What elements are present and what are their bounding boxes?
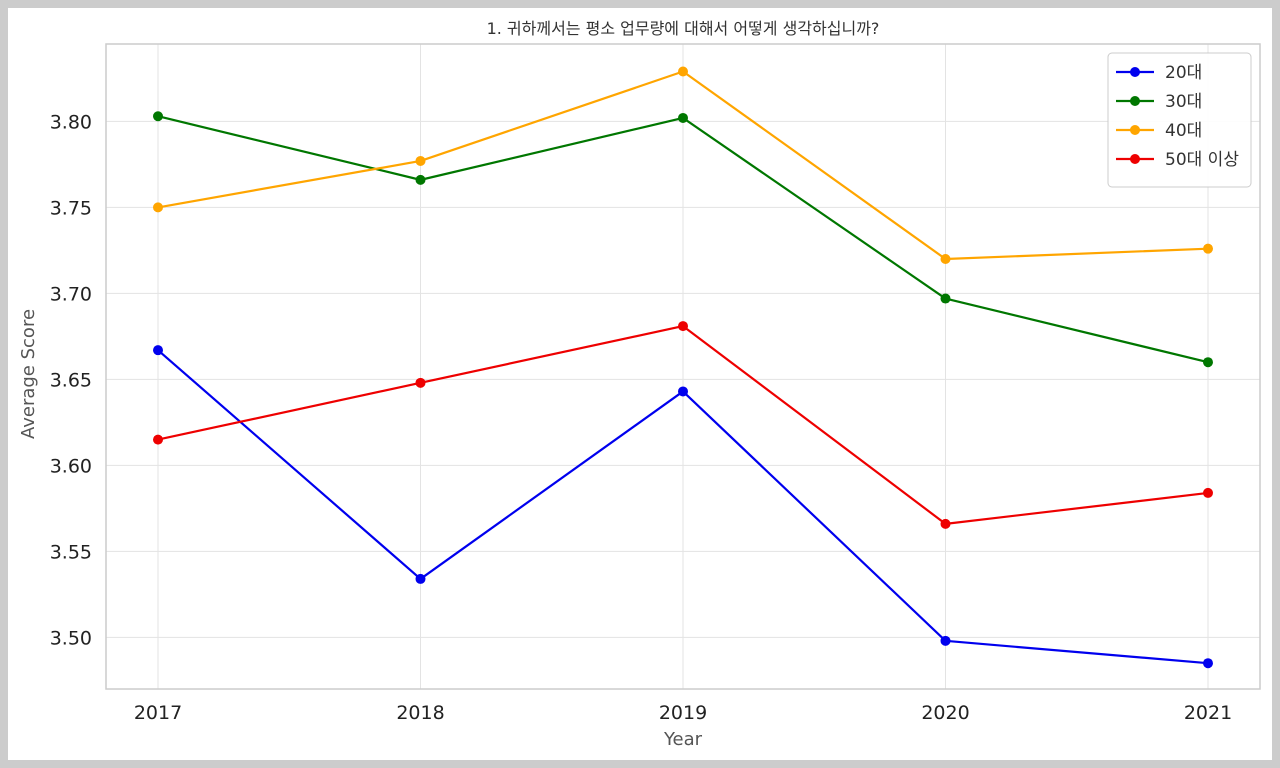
data-point xyxy=(415,377,426,388)
data-point xyxy=(1203,357,1213,368)
data-point xyxy=(940,254,951,264)
data-point xyxy=(678,112,688,123)
plot-area xyxy=(105,43,1261,690)
legend-box xyxy=(1107,52,1252,188)
data-point xyxy=(940,293,951,304)
data-point xyxy=(1203,243,1213,254)
data-point xyxy=(940,635,951,646)
legend-label: 50대 이상 xyxy=(1165,150,1239,170)
series-20대 xyxy=(153,345,1213,669)
legend-label: 40대 xyxy=(1165,121,1202,141)
data-point xyxy=(678,66,688,77)
grid xyxy=(106,44,1260,689)
series-30대 xyxy=(153,111,1213,368)
y-tick-label: 3.60 xyxy=(50,455,92,477)
data-point xyxy=(153,345,163,356)
legend-item: 40대 xyxy=(1116,121,1202,141)
legend-item: 30대 xyxy=(1116,92,1202,112)
y-tick-label: 3.80 xyxy=(50,111,92,133)
data-point xyxy=(415,573,426,584)
y-tick-labels: 3.50 3.55 3.60 3.65 3.70 3.75 3.80 xyxy=(50,111,92,649)
chart-frame: 2017 2018 2019 2020 2021 3.50 3.55 3.60 3.65 3.7… xyxy=(8,8,1272,760)
legend-item: 50대 이상 xyxy=(1116,150,1239,170)
legend-label: 20대 xyxy=(1165,63,1202,83)
data-point xyxy=(153,434,163,445)
x-tick-label: 2021 xyxy=(1184,702,1232,724)
data-point xyxy=(415,155,426,166)
x-tick-label: 2017 xyxy=(134,702,182,724)
data-point xyxy=(1203,658,1213,669)
y-tick-label: 3.70 xyxy=(50,283,92,305)
legend-marker xyxy=(1130,154,1140,164)
x-tick-label: 2018 xyxy=(396,702,444,724)
y-tick-label: 3.55 xyxy=(50,541,92,563)
chart-title: 1. 귀하께서는 평소 업무량에 대해서 어떻게 생각하십니까? xyxy=(487,19,880,38)
series-40대 xyxy=(153,66,1213,264)
data-point xyxy=(153,111,163,122)
y-tick-label: 3.75 xyxy=(50,197,92,219)
legend-item: 20대 xyxy=(1116,63,1202,83)
data-point xyxy=(678,321,688,332)
data-point xyxy=(415,174,426,185)
legend-label: 30대 xyxy=(1165,92,1202,112)
y-tick-label: 3.50 xyxy=(50,627,92,649)
line-chart: 2017 2018 2019 2020 2021 3.50 3.55 3.60 3.65 3.7… xyxy=(18,19,1261,750)
legend-marker xyxy=(1130,96,1140,106)
data-point xyxy=(940,518,951,529)
x-tick-label: 2020 xyxy=(921,702,969,724)
data-point xyxy=(153,202,163,213)
legend-marker xyxy=(1130,125,1140,135)
x-tick-label: 2019 xyxy=(659,702,707,724)
series-lines xyxy=(153,66,1213,669)
y-tick-label: 3.65 xyxy=(50,369,92,391)
legend: 20대 30대 40대 50대 이상 xyxy=(1107,52,1252,188)
legend-marker xyxy=(1130,67,1140,77)
x-axis-title: Year xyxy=(663,729,703,750)
data-point xyxy=(1203,487,1213,498)
data-point xyxy=(678,386,688,397)
y-axis-title: Average Score xyxy=(18,309,39,439)
x-tick-labels: 2017 2018 2019 2020 2021 xyxy=(134,702,1232,724)
series-50대 이상 xyxy=(153,321,1213,529)
